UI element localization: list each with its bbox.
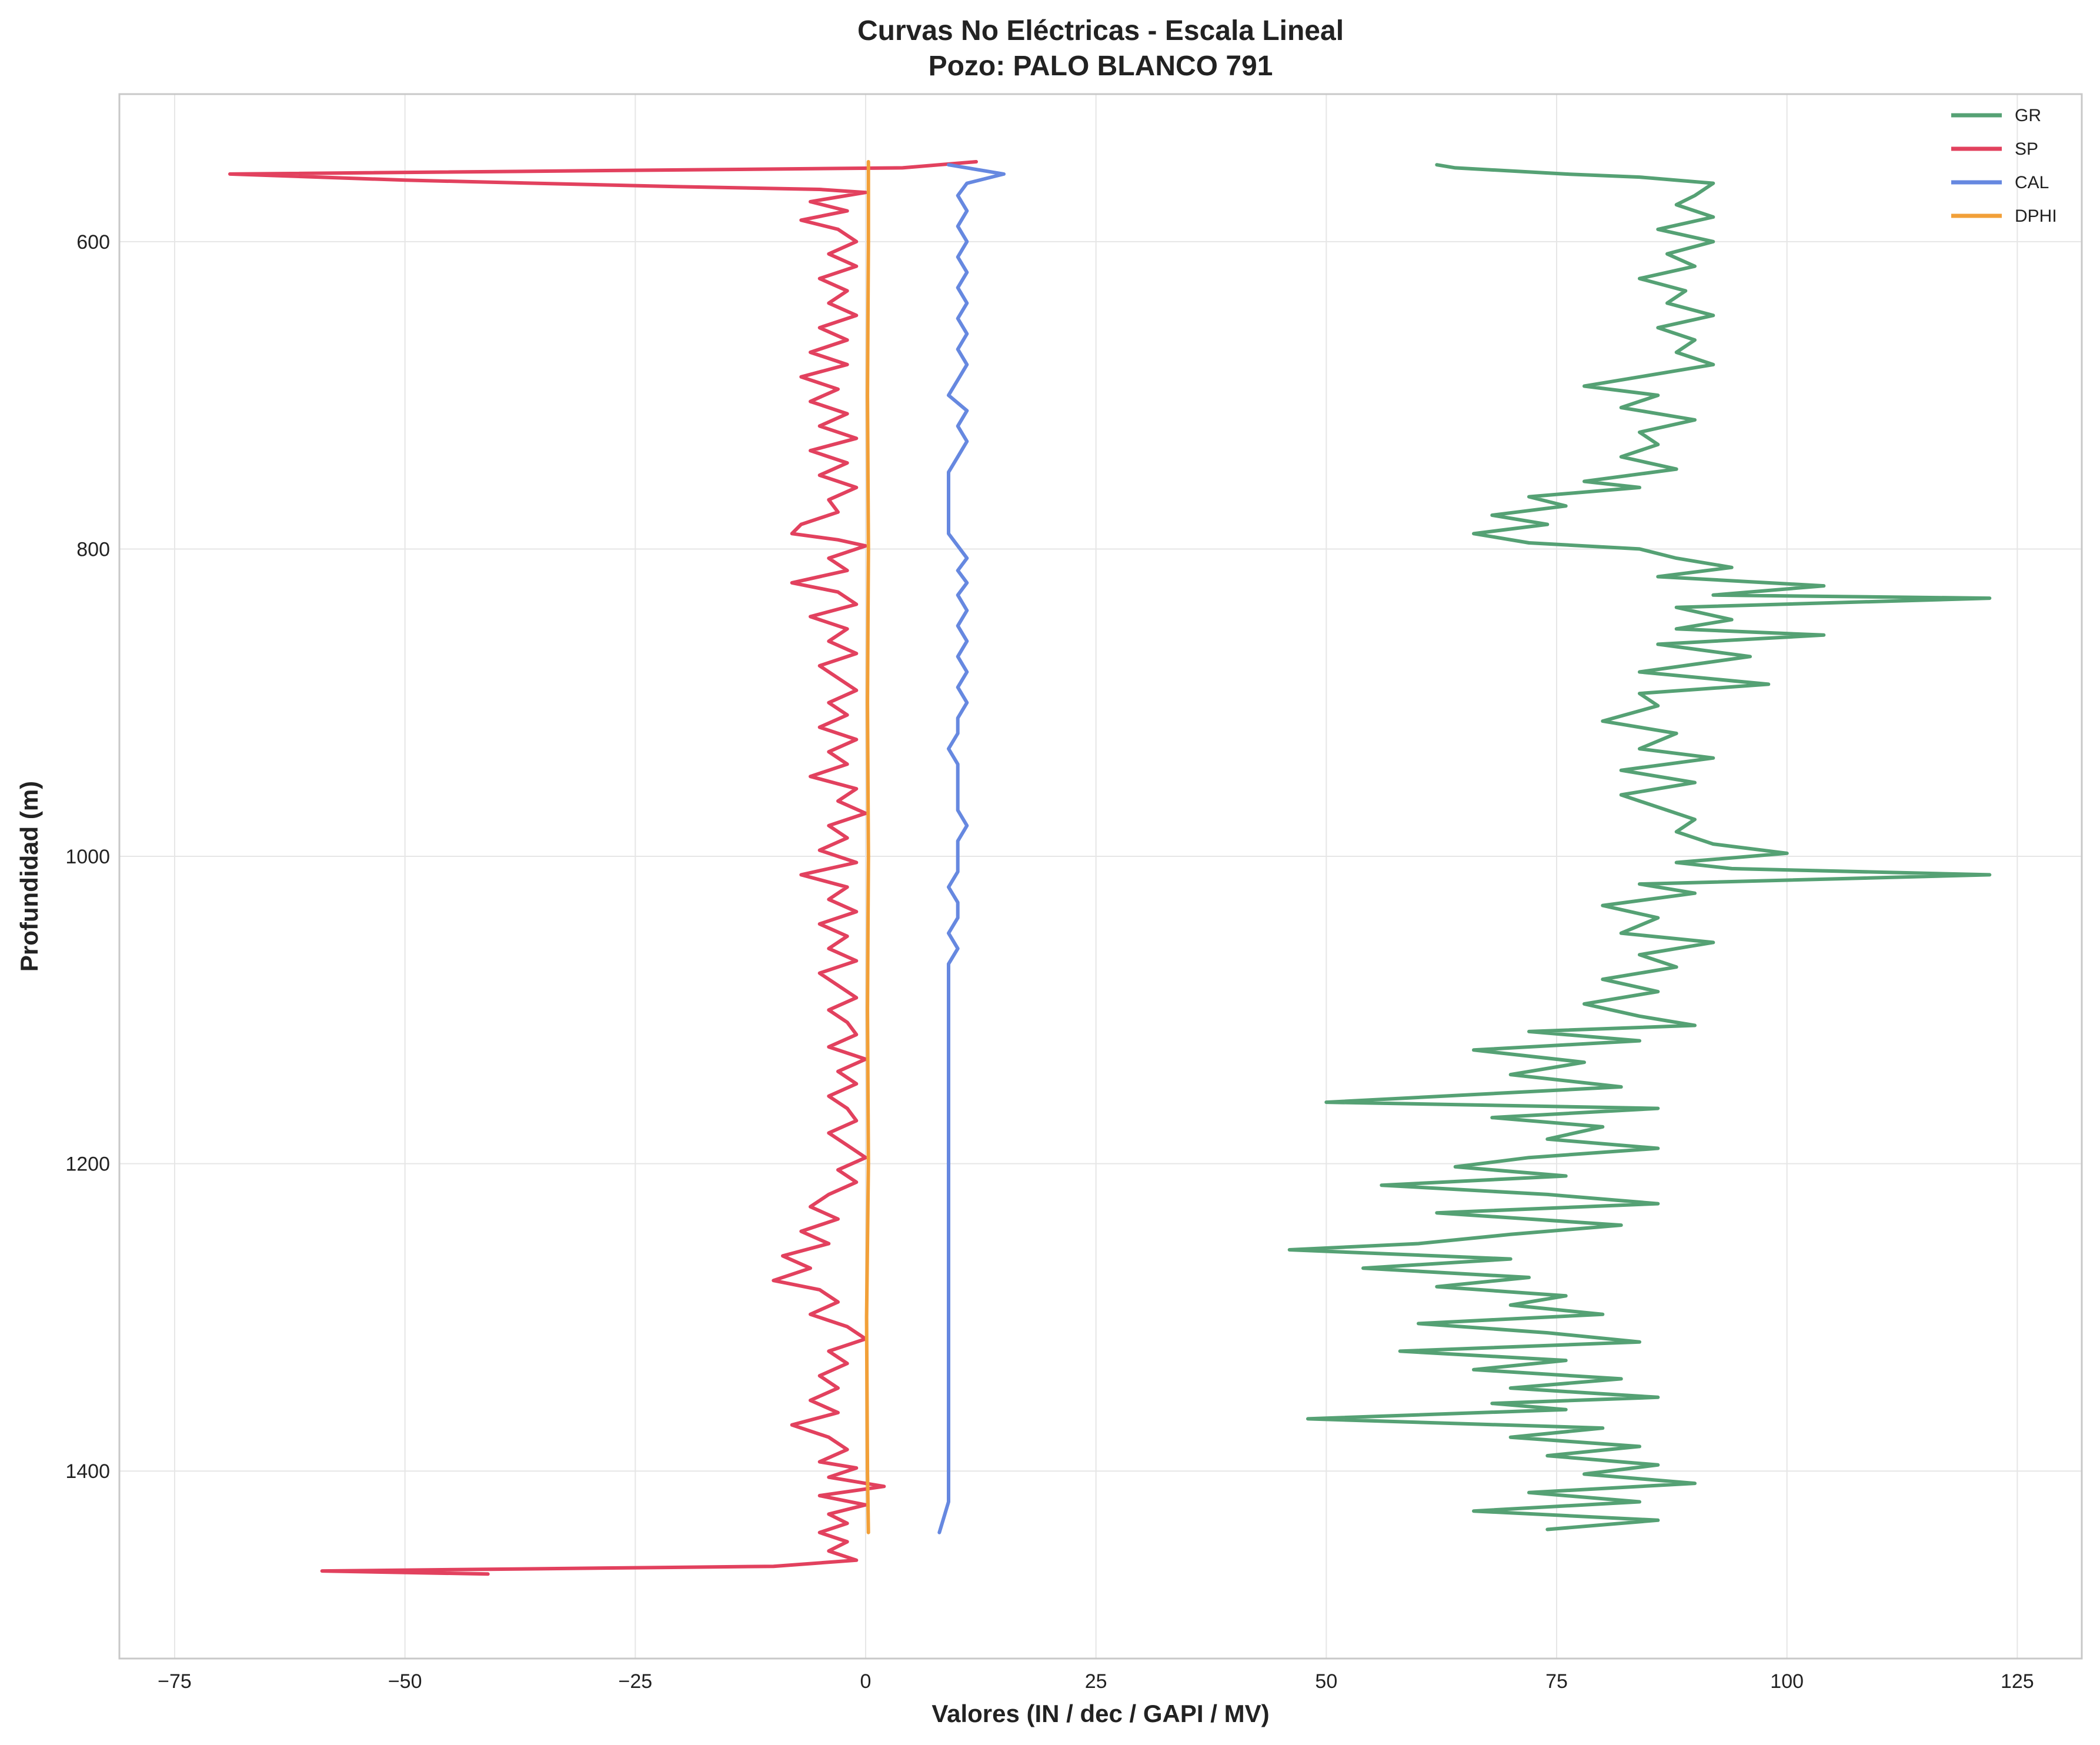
x-tick-label: −25 [618,1670,652,1693]
series-line-gr [1287,163,1992,1532]
x-axis-ticks: −75 −50 −25 0 25 50 75 100 125 [158,1670,2034,1693]
x-tick-label: 25 [1085,1670,1107,1693]
x-axis-label: Valores (IN / dec / GAPI / MV) [932,1700,1269,1727]
legend-label-gr: GR [2015,106,2041,125]
plot-frame [118,93,2083,1660]
x-tick-label: 75 [1545,1670,1568,1693]
y-axis-label: Profundidad (m) [15,781,43,972]
x-tick-label: 100 [1770,1670,1804,1693]
y-tick-label: 1000 [65,846,110,868]
series-line-cal [937,163,1006,1534]
legend-label-cal: CAL [2015,173,2049,192]
x-tick-label: 50 [1315,1670,1337,1693]
chart-subtitle: Pozo: PALO BLANCO 791 [929,51,1273,82]
y-tick-label: 1200 [65,1153,110,1176]
y-tick-label: 600 [76,231,110,253]
x-tick-label: 0 [860,1670,872,1693]
chart-title: Curvas No Eléctricas - Escala Lineal [857,15,1344,46]
grid-lines [119,94,2082,1659]
series-layer [228,160,1992,1576]
legend: GR SP CAL DPHI [1951,106,2057,226]
y-tick-label: 800 [76,538,110,560]
series-line-dphi [864,160,870,1534]
legend-label-sp: SP [2015,139,2038,159]
legend-label-dphi: DPHI [2015,206,2057,226]
series-line-sp [228,160,978,1576]
x-tick-label: −50 [388,1670,422,1693]
y-axis-ticks: 600 800 1000 1200 1400 [65,231,110,1483]
y-tick-label: 1400 [65,1460,110,1483]
x-tick-label: 125 [2001,1670,2034,1693]
x-tick-label: −75 [158,1670,192,1693]
